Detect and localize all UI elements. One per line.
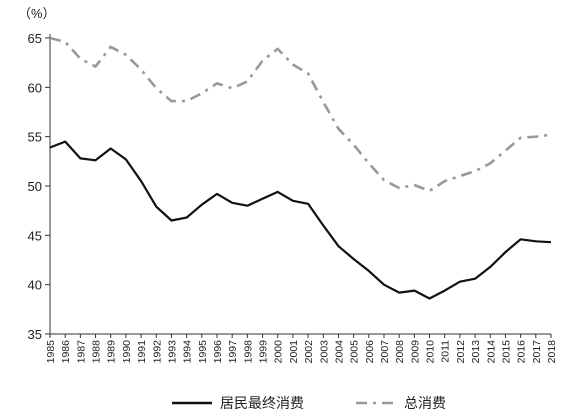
- y-axis: 35 40 45 50 55 60 65: [28, 31, 51, 342]
- x-tick-label: 2000: [273, 340, 285, 364]
- x-tick-label: 1993: [166, 340, 178, 364]
- x-tick-label: 1992: [151, 340, 163, 364]
- y-tick-label: 55: [28, 130, 42, 145]
- series-line-2: [49, 36, 552, 193]
- x-tick-label: 2003: [318, 340, 330, 364]
- legend: 居民最终消费 总消费: [172, 395, 446, 411]
- x-tick-label: 1986: [60, 340, 72, 364]
- x-tick-label: 1996: [212, 340, 224, 364]
- x-tick-label: 2018: [546, 340, 558, 364]
- x-tick-label: 2014: [485, 340, 497, 364]
- x-tick-label: 2009: [409, 340, 421, 364]
- x-axis: 1985 1986 1987 1988 1989 1990 1991 1992 1993 1994…: [45, 333, 558, 364]
- x-tick-label: 2015: [500, 340, 512, 364]
- y-unit-label: （%）: [18, 6, 56, 21]
- legend-label-2: 总消费: [404, 395, 446, 411]
- series-layer: [49, 36, 552, 300]
- x-tick-label: 2004: [333, 340, 345, 364]
- x-tick-label: 2005: [349, 340, 361, 364]
- x-tick-label: 1998: [242, 340, 254, 364]
- x-tick-label: 2017: [531, 340, 543, 364]
- x-tick-label: 2011: [440, 340, 452, 363]
- x-tick-label: 2010: [425, 340, 437, 364]
- y-tick-label: 35: [28, 327, 42, 342]
- x-tick-label: 2006: [364, 340, 376, 364]
- legend-label-1: 居民最终消费: [220, 395, 304, 411]
- x-tick-label: 1985: [45, 340, 57, 364]
- y-tick-label: 40: [28, 278, 42, 293]
- x-tick-label: 1997: [227, 340, 239, 364]
- x-tick-label: 2012: [455, 340, 467, 364]
- y-tick-label: 45: [28, 228, 42, 243]
- x-tick-label: 2007: [379, 340, 391, 364]
- x-tick-label: 2002: [303, 340, 315, 364]
- y-tick-label: 60: [28, 80, 42, 95]
- x-tick-label: 1987: [75, 340, 87, 364]
- y-tick-label: 50: [28, 179, 42, 194]
- x-tick-label: 2013: [470, 340, 482, 364]
- x-tick-label: 1989: [106, 340, 118, 364]
- x-tick-label: 1999: [258, 340, 270, 364]
- series-line-1: [49, 140, 552, 300]
- x-tick-label: 1988: [91, 340, 103, 364]
- x-tick-label: 2001: [288, 340, 300, 364]
- x-tick-label: 2008: [394, 340, 406, 364]
- x-tick-label: 1994: [182, 340, 194, 364]
- x-tick-label: 1991: [136, 340, 148, 364]
- y-tick-label: 65: [28, 31, 42, 46]
- x-tick-label: 1990: [121, 340, 133, 364]
- x-tick-label: 1995: [197, 340, 209, 364]
- x-tick-label: 2016: [516, 340, 528, 364]
